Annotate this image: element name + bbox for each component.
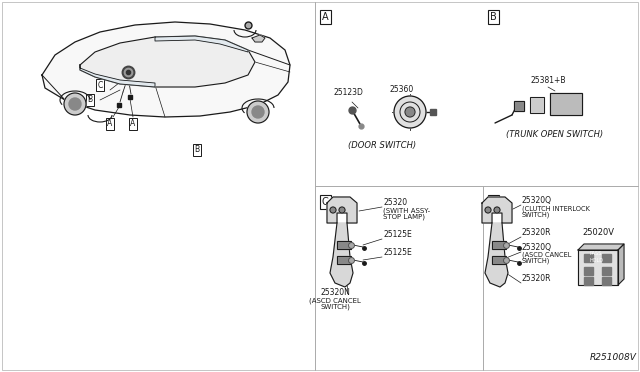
- Text: 25360: 25360: [390, 85, 414, 94]
- Polygon shape: [327, 197, 357, 223]
- Text: B: B: [195, 145, 200, 154]
- Text: 25125E: 25125E: [383, 248, 412, 257]
- Text: SWITCH): SWITCH): [522, 258, 550, 264]
- Bar: [584, 254, 593, 262]
- Bar: [337, 241, 351, 249]
- Text: 25320R: 25320R: [522, 228, 552, 237]
- Text: 25320N: 25320N: [320, 288, 350, 297]
- Text: A: A: [108, 119, 113, 128]
- Circle shape: [394, 96, 426, 128]
- Bar: [514, 101, 524, 111]
- Circle shape: [485, 207, 491, 213]
- Circle shape: [405, 107, 415, 117]
- Bar: [578, 250, 618, 285]
- Text: 25123D: 25123D: [333, 88, 363, 97]
- Text: A: A: [131, 119, 136, 128]
- Bar: [602, 277, 611, 285]
- Circle shape: [339, 207, 345, 213]
- Circle shape: [247, 101, 269, 123]
- Text: B: B: [490, 12, 497, 22]
- Text: 25125E: 25125E: [383, 230, 412, 239]
- Text: HOLD: HOLD: [590, 258, 604, 263]
- Bar: [584, 277, 593, 285]
- Bar: [337, 241, 351, 249]
- Text: R251008V: R251008V: [589, 353, 636, 362]
- Bar: [584, 267, 593, 275]
- Circle shape: [494, 207, 500, 213]
- Text: (SWITH ASSY-: (SWITH ASSY-: [383, 207, 430, 214]
- Circle shape: [252, 106, 264, 118]
- Text: C: C: [322, 197, 329, 207]
- Bar: [550, 93, 582, 115]
- Text: (DOOR SWITCH): (DOOR SWITCH): [348, 141, 416, 150]
- Text: B: B: [88, 96, 93, 105]
- Polygon shape: [42, 22, 290, 117]
- Bar: [337, 256, 351, 264]
- Text: C: C: [97, 80, 102, 90]
- Polygon shape: [252, 35, 265, 42]
- Text: SWITCH): SWITCH): [320, 304, 350, 311]
- Polygon shape: [618, 244, 624, 285]
- Bar: [530, 97, 544, 113]
- Polygon shape: [155, 36, 248, 52]
- Polygon shape: [482, 197, 512, 223]
- Text: PASS: PASS: [590, 251, 602, 256]
- Text: 25381+B: 25381+B: [531, 76, 566, 85]
- Polygon shape: [578, 244, 624, 250]
- Bar: [492, 241, 506, 249]
- Text: A: A: [322, 12, 328, 22]
- Bar: [492, 241, 506, 249]
- Bar: [550, 93, 582, 115]
- Text: (ASCD CANCEL: (ASCD CANCEL: [522, 252, 572, 259]
- Text: STOP LAMP): STOP LAMP): [383, 213, 425, 219]
- Bar: [530, 97, 544, 113]
- Polygon shape: [80, 65, 155, 87]
- Text: C: C: [490, 197, 497, 207]
- Circle shape: [69, 98, 81, 110]
- Text: (TRUNK OPEN SWITCH): (TRUNK OPEN SWITCH): [506, 130, 604, 139]
- Text: (CLUTCH INTERLOCK: (CLUTCH INTERLOCK: [522, 205, 590, 212]
- Text: 25320Q: 25320Q: [522, 196, 552, 205]
- Text: 25320R: 25320R: [522, 274, 552, 283]
- Bar: [578, 250, 618, 285]
- Text: 25320: 25320: [383, 198, 407, 207]
- Text: 25020V: 25020V: [582, 228, 614, 237]
- Circle shape: [64, 93, 86, 115]
- Bar: [492, 256, 506, 264]
- Polygon shape: [80, 36, 255, 87]
- Bar: [602, 254, 611, 262]
- Bar: [602, 267, 611, 275]
- Text: (ASCD CANCEL: (ASCD CANCEL: [309, 297, 361, 304]
- Text: SWITCH): SWITCH): [522, 211, 550, 218]
- Bar: [337, 256, 351, 264]
- Text: 25320Q: 25320Q: [522, 243, 552, 252]
- Circle shape: [330, 207, 336, 213]
- Bar: [514, 101, 524, 111]
- Bar: [492, 256, 506, 264]
- Polygon shape: [330, 223, 353, 287]
- Polygon shape: [485, 223, 508, 287]
